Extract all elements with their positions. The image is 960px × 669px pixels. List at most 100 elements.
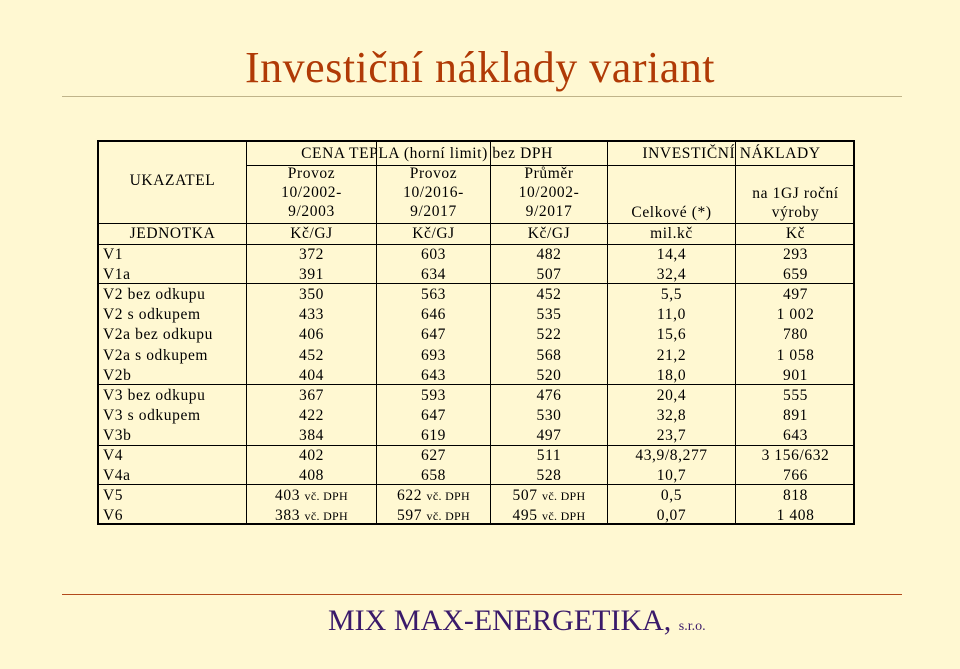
- col1-header-line3: 9/2003: [288, 203, 335, 220]
- unit-col4: mil.kč: [650, 225, 693, 242]
- cell-total: 32,4: [656, 266, 687, 283]
- row-label: V1a: [103, 266, 131, 283]
- cell-total: 10,7: [656, 467, 687, 484]
- row-label: V5: [103, 487, 124, 504]
- cell-p1: 404: [298, 367, 325, 384]
- cell-p2: 647: [420, 326, 447, 343]
- header-divider: [99, 223, 855, 224]
- cell-p2: 619: [420, 427, 447, 444]
- cell-per_gj: 891: [782, 407, 809, 424]
- company-name: MIX MAX-ENERGETIKA,: [328, 604, 672, 637]
- cell-value: 495: [512, 507, 538, 524]
- cell-avg: 520: [536, 367, 562, 384]
- row-group-divider: [99, 283, 855, 284]
- unit-col5: Kč: [785, 225, 806, 242]
- col3-header-line1: Průměr: [524, 165, 574, 182]
- footer-company: MIX MAX-ENERGETIKA, s.r.o.: [328, 604, 706, 638]
- cell-avg: 511: [536, 447, 562, 464]
- cell-per_gj: 901: [782, 367, 809, 384]
- cell-p1: 350: [298, 286, 325, 303]
- unit-col3: Kč/GJ: [527, 225, 571, 242]
- cell-total: 15,6: [656, 326, 687, 343]
- cell-total: 23,7: [656, 427, 687, 444]
- cell-p1: 384: [298, 427, 325, 444]
- cell-avg: 452: [536, 286, 562, 303]
- cell-avg: 522: [536, 326, 562, 343]
- row-label: V2a bez odkupu: [103, 326, 213, 343]
- cell-total: 20,4: [656, 387, 687, 404]
- cell-per_gj: 1 058: [776, 347, 815, 364]
- col2-header-line3: 9/2017: [410, 203, 457, 220]
- cell-p2: 563: [420, 286, 447, 303]
- cell-p2: 627: [420, 447, 447, 464]
- cell-avg: 530: [536, 407, 562, 424]
- cell-p1: 402: [298, 447, 325, 464]
- cell-total: 0,5: [660, 487, 683, 504]
- cell-avg: 476: [536, 387, 562, 404]
- cell-p2: 658: [420, 467, 447, 484]
- cell-per_gj: 497: [782, 286, 809, 303]
- cell-total: 14,4: [656, 246, 687, 263]
- column-divider: [376, 142, 377, 523]
- vat-suffix: vč. DPH: [304, 489, 348, 503]
- cell-per_gj: 766: [782, 467, 809, 484]
- vat-suffix: vč. DPH: [304, 509, 348, 523]
- cell-p2: 597 vč. DPH: [377, 506, 490, 526]
- cell-per_gj: 643: [782, 427, 809, 444]
- group-header-divider: [608, 165, 855, 166]
- cell-avg: 535: [536, 306, 562, 323]
- cell-p2: 643: [420, 367, 447, 384]
- cell-value: 597: [397, 507, 423, 524]
- cell-per_gj: 1 002: [776, 306, 815, 323]
- col5-header-line2: výroby: [771, 204, 820, 221]
- vat-suffix: vč. DPH: [426, 489, 470, 503]
- cell-avg: 495 vč. DPH: [491, 506, 607, 526]
- cell-total: 21,2: [656, 347, 687, 364]
- cell-avg: 507 vč. DPH: [491, 486, 607, 506]
- cell-total: 43,9/8,277: [635, 447, 708, 464]
- vat-suffix: vč. DPH: [426, 509, 470, 523]
- cell-p1: 422: [298, 407, 325, 424]
- cell-p1: 406: [298, 326, 325, 343]
- col3-header-line3: 9/2017: [525, 203, 573, 220]
- group-header-divider: [247, 165, 607, 166]
- row-label: V4: [103, 447, 124, 464]
- row-label: V2a s odkupem: [103, 347, 209, 364]
- company-suffix: s.r.o.: [678, 619, 706, 634]
- investment-group-header: INVESTIČNÍ NÁKLADY: [642, 145, 821, 162]
- column-divider: [735, 142, 736, 523]
- cell-p2: 593: [420, 387, 447, 404]
- row-label: V3 s odkupem: [103, 407, 201, 424]
- vat-suffix: vč. DPH: [542, 509, 586, 523]
- cell-p2: 622 vč. DPH: [377, 486, 490, 506]
- cell-p1: 367: [298, 387, 325, 404]
- row-label: V4a: [103, 467, 131, 484]
- cell-total: 32,8: [656, 407, 687, 424]
- cell-per_gj: 780: [782, 326, 809, 343]
- row-group-divider: [99, 384, 855, 385]
- row-label: V2 s odkupem: [103, 306, 201, 323]
- cell-per_gj: 293: [782, 246, 809, 263]
- investment-cost-table: UKAZATEL CENA TEPLA (horní limit) bez DP…: [97, 140, 855, 525]
- cell-p1: 383 vč. DPH: [247, 506, 376, 526]
- unit-col1: Kč/GJ: [290, 225, 333, 242]
- top-divider: [62, 96, 902, 97]
- col1-header-line2: 10/2002-: [281, 184, 342, 201]
- cell-per_gj: 818: [782, 487, 809, 504]
- cell-p2: 693: [420, 347, 447, 364]
- cell-p2: 647: [420, 407, 447, 424]
- page-title: Investiční náklady variant: [245, 43, 715, 92]
- cell-p2: 634: [420, 266, 447, 283]
- cell-value: 383: [275, 507, 301, 524]
- vat-suffix: vč. DPH: [542, 489, 586, 503]
- cell-total: 18,0: [656, 367, 687, 384]
- unit-col2: Kč/GJ: [412, 225, 455, 242]
- row-label: V1: [103, 246, 124, 263]
- cell-p1: 452: [298, 347, 325, 364]
- col1-header-line1: Provoz: [287, 165, 336, 182]
- cell-avg: 568: [536, 347, 562, 364]
- row-label: V3b: [103, 427, 132, 444]
- cell-value: 403: [275, 487, 301, 504]
- column-divider: [607, 142, 608, 523]
- cell-p1: 391: [298, 266, 325, 283]
